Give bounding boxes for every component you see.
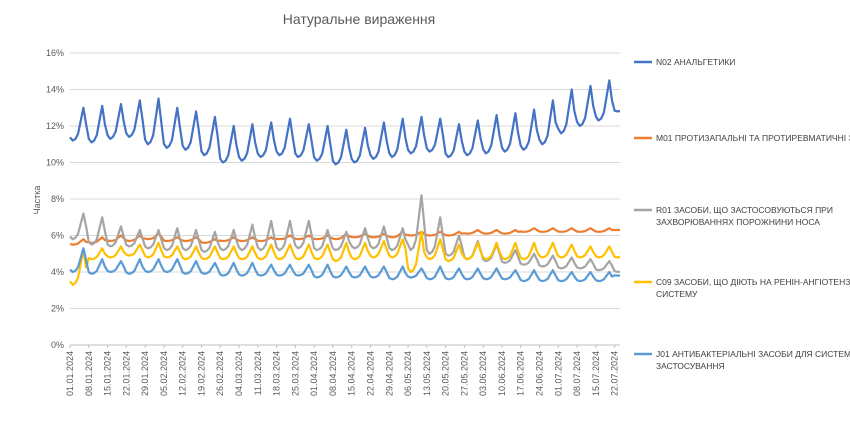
x-tick-label: 01.04.2024 xyxy=(309,351,319,396)
x-tick-label: 29.01.2024 xyxy=(140,351,150,396)
series-line xyxy=(69,79,621,166)
x-tick-label: 22.01.2024 xyxy=(121,351,131,396)
legend-entry: R01 ЗАСОБИ, ЩО ЗАСТОСОВУЮТЬСЯ ПРИ ЗАХВОРЮ… xyxy=(656,205,833,227)
x-tick-label: 18.03.2024 xyxy=(272,351,282,396)
x-tick-label: 17.06.2024 xyxy=(516,351,526,396)
legend-entry: J01 АНТИБАКТЕРІАЛЬНІ ЗАСОБИ ДЛЯ СИСТЕМНО… xyxy=(656,349,850,371)
x-tick-label: 15.04.2024 xyxy=(347,351,357,396)
y-tick-label: 8% xyxy=(51,194,64,204)
y-axis-ticks: 0% 2% 4% 6% 8% 10% 12% 14% 16% xyxy=(46,48,64,350)
x-tick-label: 15.07.2024 xyxy=(591,351,601,396)
x-tick-label: 04.03.2024 xyxy=(234,351,244,396)
x-tick-label: 27.05.2024 xyxy=(459,351,469,396)
series-line xyxy=(69,247,621,283)
y-tick-label: 12% xyxy=(46,121,64,131)
x-tick-label: 13.05.2024 xyxy=(422,351,432,396)
y-tick-label: 14% xyxy=(46,85,64,95)
legend-entry: N02 АНАЛЬГЕТИКИ xyxy=(656,57,735,67)
y-tick-label: 4% xyxy=(51,267,64,277)
series-lines xyxy=(69,79,621,286)
legend-entry: C09 ЗАСОБИ, ЩО ДІЮТЬ НА РЕНІН-АНГІОТЕНЗИ… xyxy=(656,277,850,299)
x-tick-label: 11.03.2024 xyxy=(253,351,263,395)
x-tick-label: 12.02.2024 xyxy=(178,351,188,396)
gridlines xyxy=(70,52,620,346)
y-tick-label: 0% xyxy=(51,340,64,350)
y-tick-label: 6% xyxy=(51,231,64,241)
x-tick-label: 20.05.2024 xyxy=(441,351,451,396)
x-tick-label: 08.07.2024 xyxy=(572,351,582,396)
x-axis-ticks: 01.01.2024 08.01.2024 15.01.2024 22.01.2024… xyxy=(65,345,620,396)
x-tick-label: 22.04.2024 xyxy=(365,351,375,396)
series-line xyxy=(69,230,621,286)
legend-entry: M01 ПРОТИЗАПАЛЬНІ ТА ПРОТИРЕВМАТИЧНІ ЗАС… xyxy=(656,133,850,143)
x-tick-label: 05.02.2024 xyxy=(159,351,169,396)
y-tick-label: 16% xyxy=(46,48,64,58)
x-tick-label: 26.02.2024 xyxy=(215,351,225,396)
x-tick-label: 22.07.2024 xyxy=(610,351,620,396)
x-tick-label: 03.06.2024 xyxy=(478,351,488,396)
x-tick-label: 06.05.2024 xyxy=(403,351,413,396)
x-tick-label: 01.07.2024 xyxy=(553,351,563,396)
x-tick-label: 08.04.2024 xyxy=(328,351,338,396)
x-tick-label: 01.01.2024 xyxy=(65,351,75,396)
y-axis-title: Частка xyxy=(32,186,42,215)
series-line xyxy=(69,194,621,274)
y-tick-label: 10% xyxy=(46,158,64,168)
x-tick-label: 08.01.2024 xyxy=(84,351,94,396)
x-tick-label: 25.03.2024 xyxy=(290,351,300,396)
y-tick-label: 2% xyxy=(51,304,64,314)
x-tick-label: 15.01.2024 xyxy=(103,351,113,396)
x-tick-label: 10.06.2024 xyxy=(497,351,507,396)
chart-title: Натуральне вираження xyxy=(283,11,435,27)
x-tick-label: 19.02.2024 xyxy=(196,351,206,396)
legend: N02 АНАЛЬГЕТИКИ M01 ПРОТИЗАПАЛЬНІ ТА ПРОТ… xyxy=(634,57,850,371)
x-tick-label: 24.06.2024 xyxy=(535,351,545,396)
x-tick-label: 29.04.2024 xyxy=(384,351,394,396)
